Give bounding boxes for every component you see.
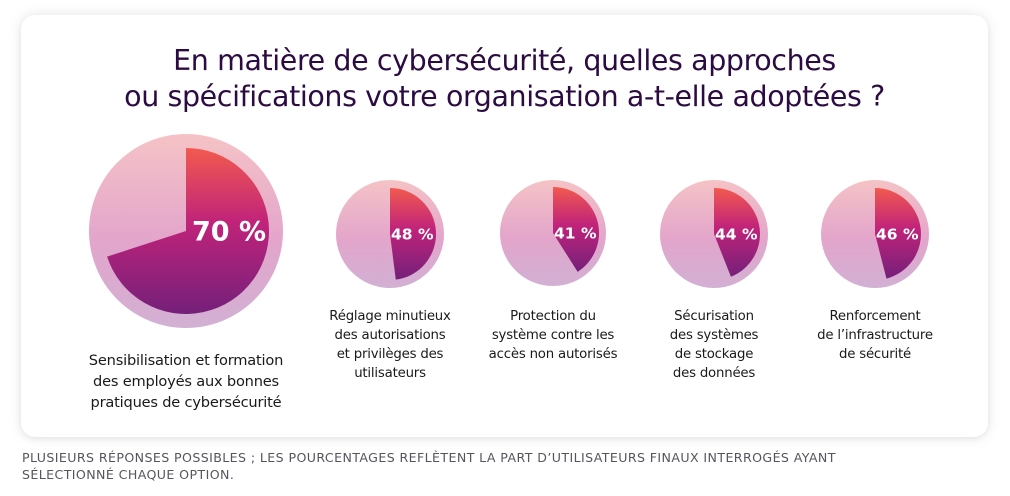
chart-title-line-1: En matière de cybersécurité, quelles app… <box>173 44 836 77</box>
category-label-line: pratiques de cybersécurité <box>90 394 282 411</box>
category-label-line: Sensibilisation et formation <box>88 352 284 369</box>
pie-5: 46 % <box>821 180 929 288</box>
category-label-line: de sécurité <box>838 347 912 362</box>
category-label-2: Réglage minutieux des autorisations et pri… <box>310 307 470 383</box>
category-label-1: Sensibilisation et formation des employés… <box>66 350 306 413</box>
chart-title-line-2: ou spécifications votre organisation a-t… <box>124 80 885 113</box>
pie-value-label: 41 % <box>554 225 597 243</box>
pie-value-label: 70 % <box>192 217 266 248</box>
pie-3: 41 % <box>500 180 606 286</box>
footnote-line-1: PLUSIEURS RÉPONSES POSSIBLES ; LES POURC… <box>22 450 836 465</box>
pie-4: 44 % <box>660 180 768 288</box>
category-label-line: Protection du <box>510 309 596 324</box>
pie-1: 70 % <box>89 134 283 328</box>
category-label-line: Réglage minutieux <box>329 309 451 324</box>
category-label-line: de stockage <box>674 347 754 362</box>
pie-slice <box>390 188 437 280</box>
category-label-line: système contre les <box>491 328 615 343</box>
footnote-line-2: SÉLECTIONNÉ CHAQUE OPTION. <box>22 467 235 482</box>
category-label-line: Renforcement <box>829 309 921 324</box>
category-label-line: des employés aux bonnes <box>93 373 279 390</box>
pie-slice <box>553 187 600 272</box>
category-label-line: Sécurisation <box>674 309 754 324</box>
pie-value-label: 44 % <box>715 226 758 244</box>
category-label-4: Sécurisation des systèmes de stockage des d… <box>634 307 794 383</box>
category-label-line: de l’infrastructure <box>817 328 933 343</box>
category-label-line: des systèmes <box>669 328 759 343</box>
pie-slice <box>714 188 760 277</box>
category-label-line: accès non autorisés <box>488 347 618 362</box>
category-label-line: des données <box>672 366 756 381</box>
category-label-3: Protection du système contre les accès non… <box>473 307 633 364</box>
pie-2: 48 % <box>336 180 444 288</box>
category-label-5: Renforcement de l’infrastructure de sécuri… <box>795 307 955 364</box>
category-label-line: et privilèges des <box>336 347 444 362</box>
chart-title: En matière de cybersécurité, quelles app… <box>21 43 988 115</box>
category-label-line: utilisateurs <box>354 366 426 381</box>
pie-slice <box>107 148 269 314</box>
category-label-line: des autorisations <box>334 328 446 343</box>
pie-value-label: 46 % <box>876 226 919 244</box>
footnote: PLUSIEURS RÉPONSES POSSIBLES ; LES POURC… <box>22 449 836 483</box>
pie-value-label: 48 % <box>391 226 434 244</box>
pie-slice <box>875 188 921 279</box>
